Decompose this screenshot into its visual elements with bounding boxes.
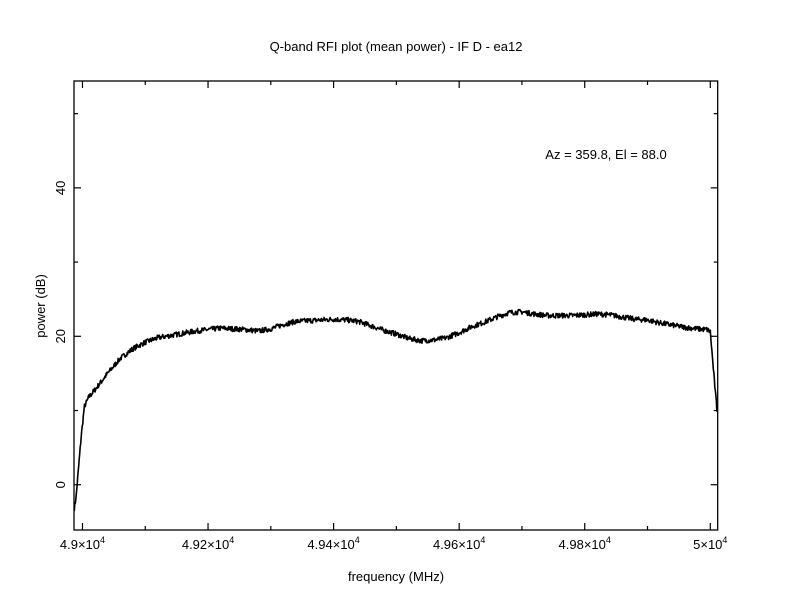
x-tick-label: 4.92×104	[182, 535, 234, 552]
y-tick-label: 20	[53, 329, 68, 343]
x-axis-label: frequency (MHz)	[348, 569, 444, 584]
series-line-mean-power	[73, 308, 718, 512]
chart-title: Q-band RFI plot (mean power) - IF D - ea…	[270, 39, 523, 54]
x-tick-label: 4.94×104	[307, 535, 359, 552]
y-tick-labels: 0 20 40	[53, 181, 68, 489]
annotation-az-el: Az = 359.8, El = 88.0	[545, 147, 666, 162]
x-tick-labels: 4.9×104 4.92×104 4.94×104 4.96×104 4.98×104 5…	[60, 535, 728, 552]
y-tick-label: 40	[53, 181, 68, 195]
x-tick-label: 4.9×104	[60, 535, 105, 552]
x-tick-label: 4.96×104	[433, 535, 485, 552]
x-tick-label: 5×104	[693, 535, 727, 552]
x-tick-label: 4.98×104	[559, 535, 611, 552]
y-axis-label: power (dB)	[33, 274, 48, 338]
axis-ticks	[74, 81, 718, 530]
y-tick-label: 0	[53, 481, 68, 488]
